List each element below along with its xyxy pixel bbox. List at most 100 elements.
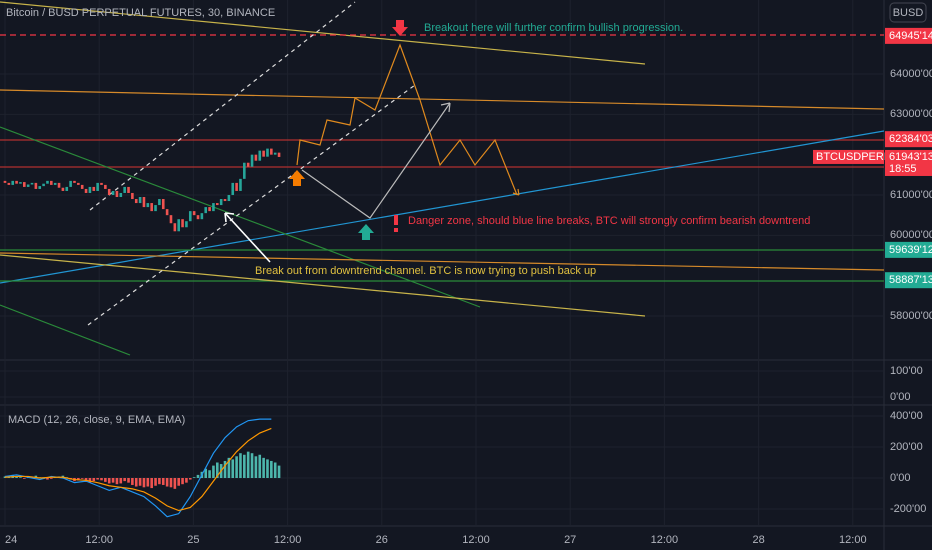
time-tick-label: 12:00 — [462, 534, 490, 546]
candle — [142, 197, 146, 208]
time-tick-label: 24 — [5, 534, 17, 546]
current-price-label: 61943'13 — [889, 151, 932, 163]
macd-bar — [119, 478, 123, 484]
signal-line — [4, 427, 272, 512]
markers — [289, 20, 408, 240]
trend-line — [0, 89, 885, 110]
symbol-title: Bitcoin / BUSD PERPETUAL FUTURES, 30, BI… — [6, 7, 275, 19]
price-label: 58887'13 — [889, 274, 932, 286]
candle — [57, 182, 61, 188]
time-tick-label: 28 — [752, 534, 764, 546]
candle — [34, 182, 38, 189]
macd-bar — [154, 478, 157, 486]
macd-bar — [196, 474, 200, 478]
candle — [42, 183, 45, 187]
macd-tick-label: -200'00 — [890, 503, 926, 515]
arrow-head — [224, 212, 235, 223]
grid — [0, 0, 884, 526]
candle — [11, 180, 15, 185]
candle — [223, 199, 227, 202]
arrow-head — [440, 102, 451, 113]
candle — [115, 190, 119, 198]
candle — [61, 187, 65, 191]
currency-button-label[interactable]: BUSD — [893, 7, 924, 19]
price-tick-label: 64000'00 — [890, 68, 932, 80]
up-arrow — [358, 224, 374, 240]
annotation: Break out from downtrend channel. BTC is… — [255, 265, 596, 277]
candle — [30, 182, 34, 185]
macd-tick-label: 0'00 — [890, 472, 910, 484]
candle — [158, 199, 161, 206]
support-line — [0, 130, 885, 284]
macd-bar — [231, 459, 235, 478]
candle — [138, 197, 142, 204]
candle — [185, 221, 188, 228]
candle — [208, 207, 211, 212]
macd-bar — [266, 459, 269, 478]
candle — [134, 199, 138, 204]
macd-bar — [204, 468, 208, 478]
macd-bar — [158, 478, 161, 485]
macd-bar — [227, 457, 231, 478]
macd-bar — [77, 478, 80, 481]
macd-bar — [216, 462, 219, 478]
candle — [7, 182, 11, 185]
annotation: Danger zone, should blue line breaks, BT… — [408, 215, 810, 227]
macd-bar — [96, 478, 99, 480]
macd-bar — [80, 478, 84, 479]
time-tick-label: 12:00 — [274, 534, 302, 546]
candle — [246, 162, 250, 167]
candle — [107, 188, 111, 195]
current-price-box — [885, 149, 932, 176]
candle — [23, 182, 26, 187]
channel-line — [89, 1, 356, 211]
macd-bar — [185, 478, 188, 483]
candle — [92, 186, 96, 191]
macd-bar — [161, 478, 165, 485]
currency-button[interactable] — [889, 2, 927, 23]
symbol-box — [813, 149, 884, 164]
macd-bar — [254, 456, 258, 478]
candle — [219, 199, 223, 206]
candle — [26, 184, 30, 187]
candle — [192, 211, 196, 216]
macd-bar — [92, 478, 96, 482]
projection-path — [296, 43, 518, 196]
candle — [173, 223, 177, 232]
candle — [204, 207, 208, 214]
candle — [273, 152, 277, 155]
price-tick-label: 61000'00 — [890, 189, 932, 201]
down-arrow — [392, 20, 408, 36]
candle — [50, 180, 53, 185]
candle — [270, 148, 273, 155]
macd-bar — [212, 465, 215, 478]
price-label-box — [885, 27, 932, 44]
macd-bar — [235, 456, 238, 478]
macd-bar — [111, 478, 115, 483]
macd-bar — [277, 465, 281, 478]
drawings — [0, 1, 885, 356]
candle — [46, 180, 49, 184]
macd-bar — [243, 454, 246, 478]
macd-bar — [262, 457, 265, 478]
candle — [196, 215, 200, 220]
candle — [65, 186, 69, 191]
alert-mark — [394, 228, 398, 232]
macd-bar — [134, 478, 138, 487]
macd-bar — [177, 478, 180, 486]
candle — [277, 152, 281, 157]
macd-bar — [169, 478, 173, 488]
candle — [266, 148, 269, 157]
projection-path — [301, 102, 451, 219]
macd-bar — [270, 460, 273, 478]
macd-bar — [250, 453, 254, 478]
macd-bar — [19, 477, 22, 478]
candle — [188, 211, 192, 222]
candle — [84, 188, 88, 193]
arrow-head — [512, 188, 520, 196]
candle — [181, 219, 184, 228]
macd-bar — [88, 478, 92, 483]
candle — [69, 180, 72, 187]
